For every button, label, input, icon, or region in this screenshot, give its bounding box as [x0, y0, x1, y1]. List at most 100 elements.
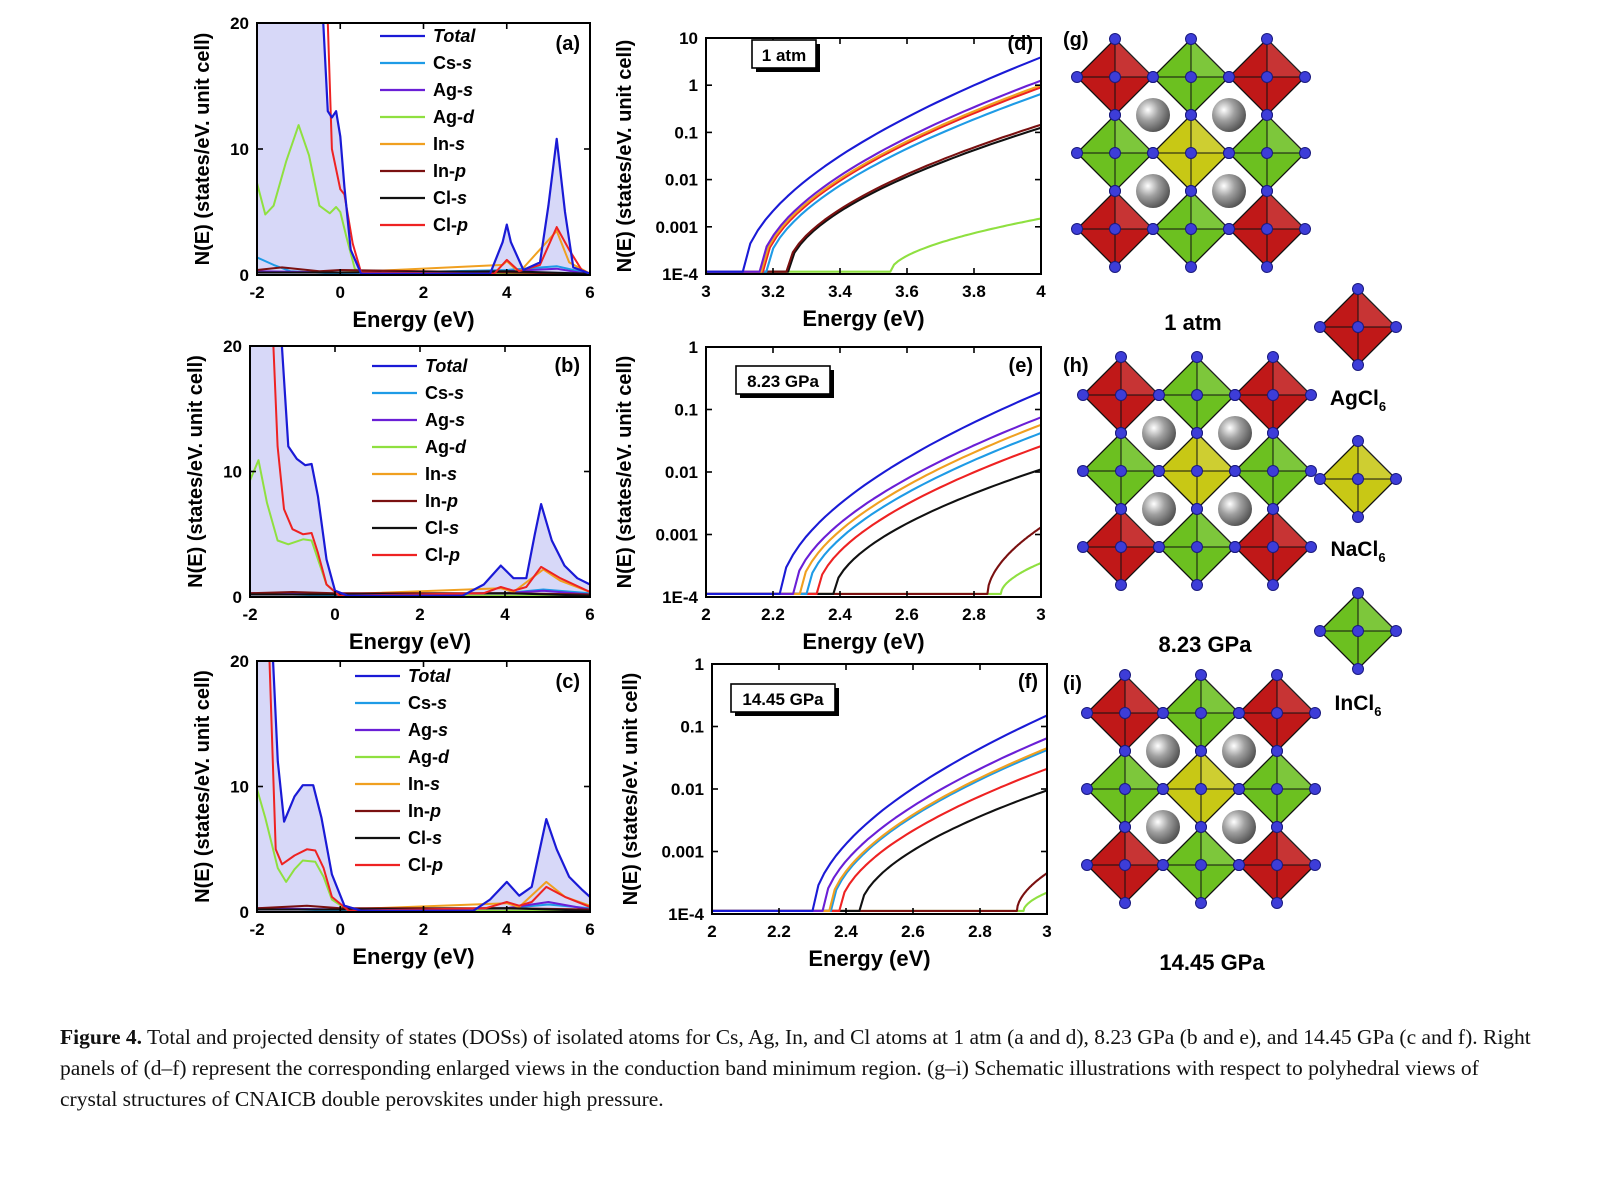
series-line-cs-s [712, 749, 1047, 912]
plot-area [250, 346, 590, 597]
cl-atom [1309, 859, 1321, 871]
octahedron-highlight [1115, 191, 1153, 229]
series-line-in-p [706, 526, 1041, 595]
annotation-box [751, 39, 817, 69]
x-tick-label: 3 [1036, 605, 1045, 624]
cl-atom [1195, 859, 1207, 871]
cl-atom [1261, 33, 1273, 45]
legend-label-ag-d: Ag-d [408, 747, 450, 767]
x-tick-label: 2.8 [968, 922, 992, 941]
y-tick-label: 0.001 [661, 843, 704, 862]
y-tick-label: 1 [689, 338, 698, 357]
legend-label-base: Ag- [408, 747, 438, 767]
cl-atom [1261, 109, 1273, 121]
cl-atom [1109, 147, 1121, 159]
cl-atom [1115, 579, 1127, 591]
cl-atom [1352, 511, 1364, 523]
octahedron-highlight [1121, 357, 1159, 395]
cl-atom [1267, 503, 1279, 515]
cl-atom [1271, 821, 1283, 833]
cs-atom [1218, 416, 1252, 450]
cl-atom [1119, 707, 1131, 719]
octahedron-agcl6 [1081, 669, 1169, 757]
x-tick-label: 3.2 [761, 282, 785, 301]
cl-atom [1195, 707, 1207, 719]
legend-label-base: Total [425, 356, 468, 376]
octahedron-legend-label: AgCl6 [1330, 387, 1386, 414]
legend-label-orbital: p [454, 161, 466, 181]
cl-atom [1185, 147, 1197, 159]
cl-atom [1267, 579, 1279, 591]
cl-atom [1153, 541, 1165, 553]
annotation-box [730, 683, 836, 713]
panel-label: (c) [556, 671, 580, 693]
legend-label-cl-p: Cl-p [408, 855, 443, 875]
cl-atom [1115, 465, 1127, 477]
panel-label: (a) [556, 33, 580, 55]
octahedron-highlight [1201, 751, 1239, 789]
panel-label: (f) [1018, 671, 1038, 693]
x-tick-label: 6 [585, 605, 594, 624]
x-tick-label: 4 [1036, 282, 1046, 301]
octahedron-incl6 [1157, 821, 1245, 909]
x-tick-label: 4 [502, 283, 512, 302]
octahedron-legend-label: NaCl6 [1330, 538, 1385, 565]
cl-atom [1077, 541, 1089, 553]
panel-label: (b) [554, 355, 580, 377]
legend-label-in-s: In-s [433, 134, 465, 154]
cs-atom [1212, 98, 1246, 132]
x-tick-label: -2 [249, 920, 264, 939]
legend-label-orbital: s [449, 518, 459, 538]
octahedron-agcl6 [1081, 821, 1169, 909]
legend-label-base: Ag- [425, 410, 455, 430]
octahedron-agcl6 [1077, 351, 1165, 439]
crystal-structure-h: (h) 8.23 GPa [1063, 351, 1317, 657]
cl-atom [1233, 859, 1245, 871]
cl-atom [1195, 897, 1207, 909]
legend-label-orbital: s [463, 80, 473, 100]
cl-atom [1071, 147, 1083, 159]
octahedron-highlight [1201, 827, 1239, 865]
cl-atom [1261, 147, 1273, 159]
octahedron-highlight [1115, 39, 1153, 77]
cl-atom [1119, 897, 1131, 909]
cl-atom [1352, 359, 1364, 371]
legend-label-orbital: d [438, 747, 450, 767]
annotation-box [735, 365, 831, 395]
legend-label-base: Total [433, 26, 476, 46]
octahedron-highlight [1191, 39, 1229, 77]
cl-atom [1109, 185, 1121, 197]
panel-label: (g) [1063, 29, 1089, 51]
legend-label-base: In- [425, 491, 447, 511]
y-axis-label: N(E) (states/eV. unit cell) [192, 670, 214, 903]
cl-atom [1299, 147, 1311, 159]
panel-label: (d) [1007, 33, 1033, 55]
y-tick-label: 0.01 [671, 780, 704, 799]
x-tick-label: 2.2 [761, 605, 785, 624]
cs-atom [1218, 492, 1252, 526]
cl-atom [1352, 321, 1364, 333]
legend-label-ag-s: Ag-s [408, 720, 448, 740]
cl-atom [1195, 783, 1207, 795]
legend-label-base: In- [433, 161, 455, 181]
cl-atom [1119, 783, 1131, 795]
series-line-in-s [706, 84, 1041, 273]
cl-atom [1081, 859, 1093, 871]
legend-label-base: Cs- [433, 53, 462, 73]
plot-area [706, 391, 1041, 595]
y-tick-label: 0.1 [674, 401, 698, 420]
cl-atom [1077, 389, 1089, 401]
y-tick-label: 0 [240, 903, 249, 922]
series-line-total [712, 714, 1047, 912]
legend-label-cl-s: Cl-s [425, 518, 459, 538]
series-line-cs-s [706, 93, 1041, 273]
total-dos-fill [257, 661, 590, 912]
x-tick-label: 2 [701, 605, 710, 624]
x-tick-label: 2.4 [828, 605, 852, 624]
plot-frame [705, 37, 1042, 275]
cl-atom [1119, 859, 1131, 871]
y-tick-label: 1E-4 [668, 905, 704, 924]
